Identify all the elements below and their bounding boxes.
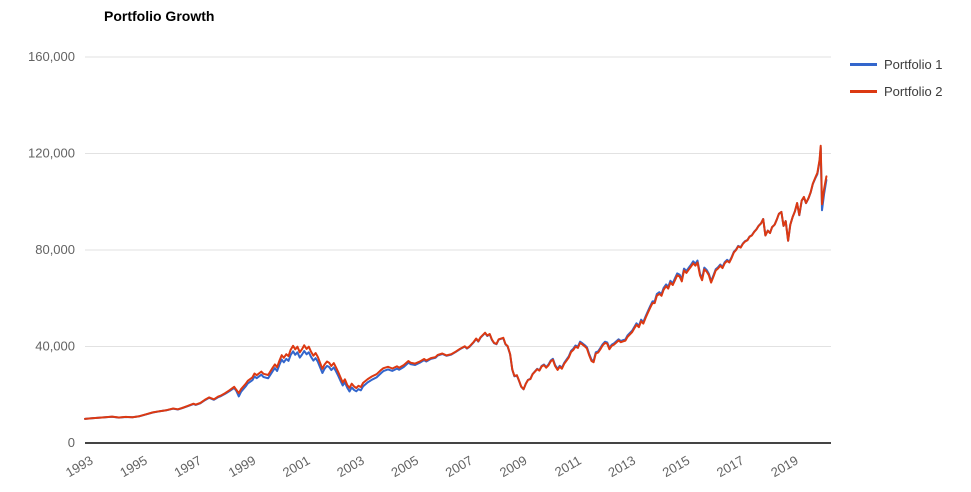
x-axis-tick-label: 2017 xyxy=(714,453,747,480)
x-axis-tick-label: 1993 xyxy=(63,453,96,480)
x-axis-tick-label: 2015 xyxy=(660,453,693,480)
x-axis-tick-label: 2001 xyxy=(280,453,313,480)
y-axis-tick-label: 80,000 xyxy=(35,242,75,257)
x-axis-tick-label: 2005 xyxy=(388,453,421,480)
x-axis-tick-label: 1997 xyxy=(171,453,204,480)
legend-item-portfolio-2[interactable]: Portfolio 2 xyxy=(850,81,943,101)
chart-title: Portfolio Growth xyxy=(104,8,215,24)
chart-line-portfolio-1[interactable] xyxy=(84,146,828,420)
x-axis-tick-label: 2011 xyxy=(552,453,584,480)
y-axis-tick-label: 160,000 xyxy=(28,49,75,64)
y-axis-tick-label: 40,000 xyxy=(35,339,75,354)
x-axis-tick-label: 1999 xyxy=(226,453,259,480)
y-axis-tick-label: 0 xyxy=(68,435,75,450)
legend-label: Portfolio 2 xyxy=(884,83,943,99)
x-axis-tick-label: 2019 xyxy=(768,453,801,480)
legend-label: Portfolio 1 xyxy=(884,56,943,72)
portfolio-1-line-swatch xyxy=(850,62,877,66)
chart-line-portfolio-2[interactable] xyxy=(84,144,828,420)
chart-legend: Portfolio 1 Portfolio 2 xyxy=(850,54,943,101)
x-axis-tick-label: 1995 xyxy=(117,453,150,480)
x-axis-tick-label: 2009 xyxy=(497,453,530,480)
y-axis-tick-label: 120,000 xyxy=(28,146,75,161)
portfolio-2-line-swatch xyxy=(850,89,877,93)
x-axis-tick-label: 2013 xyxy=(605,453,638,480)
x-axis-tick-label: 2007 xyxy=(443,453,476,480)
x-axis-tick-label: 2003 xyxy=(334,453,367,480)
legend-item-portfolio-1[interactable]: Portfolio 1 xyxy=(850,54,943,74)
